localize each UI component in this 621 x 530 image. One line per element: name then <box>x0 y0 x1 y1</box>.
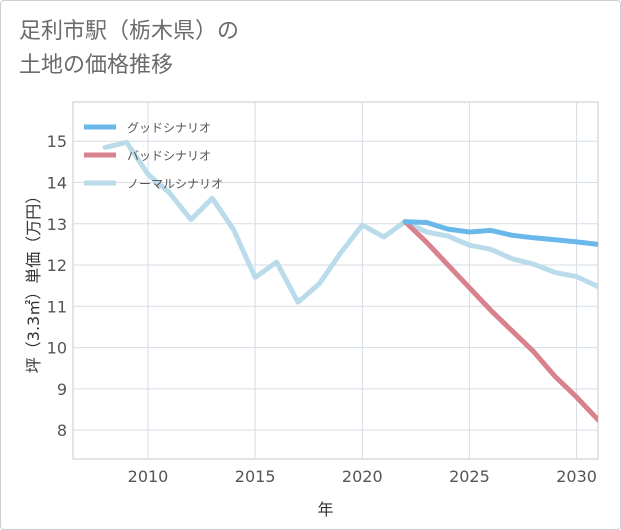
x-tick-label: 2010 <box>128 467 169 486</box>
y-tick-label: 8 <box>57 421 67 440</box>
chart-title: 足利市駅（栃木県）の 土地の価格推移 <box>19 15 239 83</box>
legend-label-1: バッドシナリオ <box>127 149 211 163</box>
chart-title-line-1: 足利市駅（栃木県）の <box>19 19 240 44</box>
chart-title-line-2: 土地の価格推移 <box>19 53 174 78</box>
x-axis-title: 年 <box>317 500 333 519</box>
x-tick-label: 2020 <box>342 467 383 486</box>
x-tick-label: 2015 <box>235 467 276 486</box>
y-tick-label: 11 <box>47 297 67 316</box>
series-line-1 <box>402 219 598 423</box>
y-tick-label: 15 <box>47 132 67 151</box>
series-line-2 <box>102 139 598 305</box>
legend-label-2: ノーマルシナリオ <box>127 177 223 191</box>
y-axis-title: 坪（3.3㎡）単価（万円） <box>24 188 43 373</box>
y-tick-label: 9 <box>57 380 67 399</box>
y-tick-label: 13 <box>47 215 67 234</box>
plot-area <box>72 101 599 460</box>
y-tick-label: 12 <box>47 256 67 275</box>
x-tick-label: 2030 <box>556 467 597 486</box>
legend-label-0: グッドシナリオ <box>127 121 211 135</box>
y-tick-label: 10 <box>47 339 67 358</box>
x-tick-label: 2025 <box>449 467 490 486</box>
y-tick-label: 14 <box>47 173 67 192</box>
series-line-0 <box>402 219 598 247</box>
